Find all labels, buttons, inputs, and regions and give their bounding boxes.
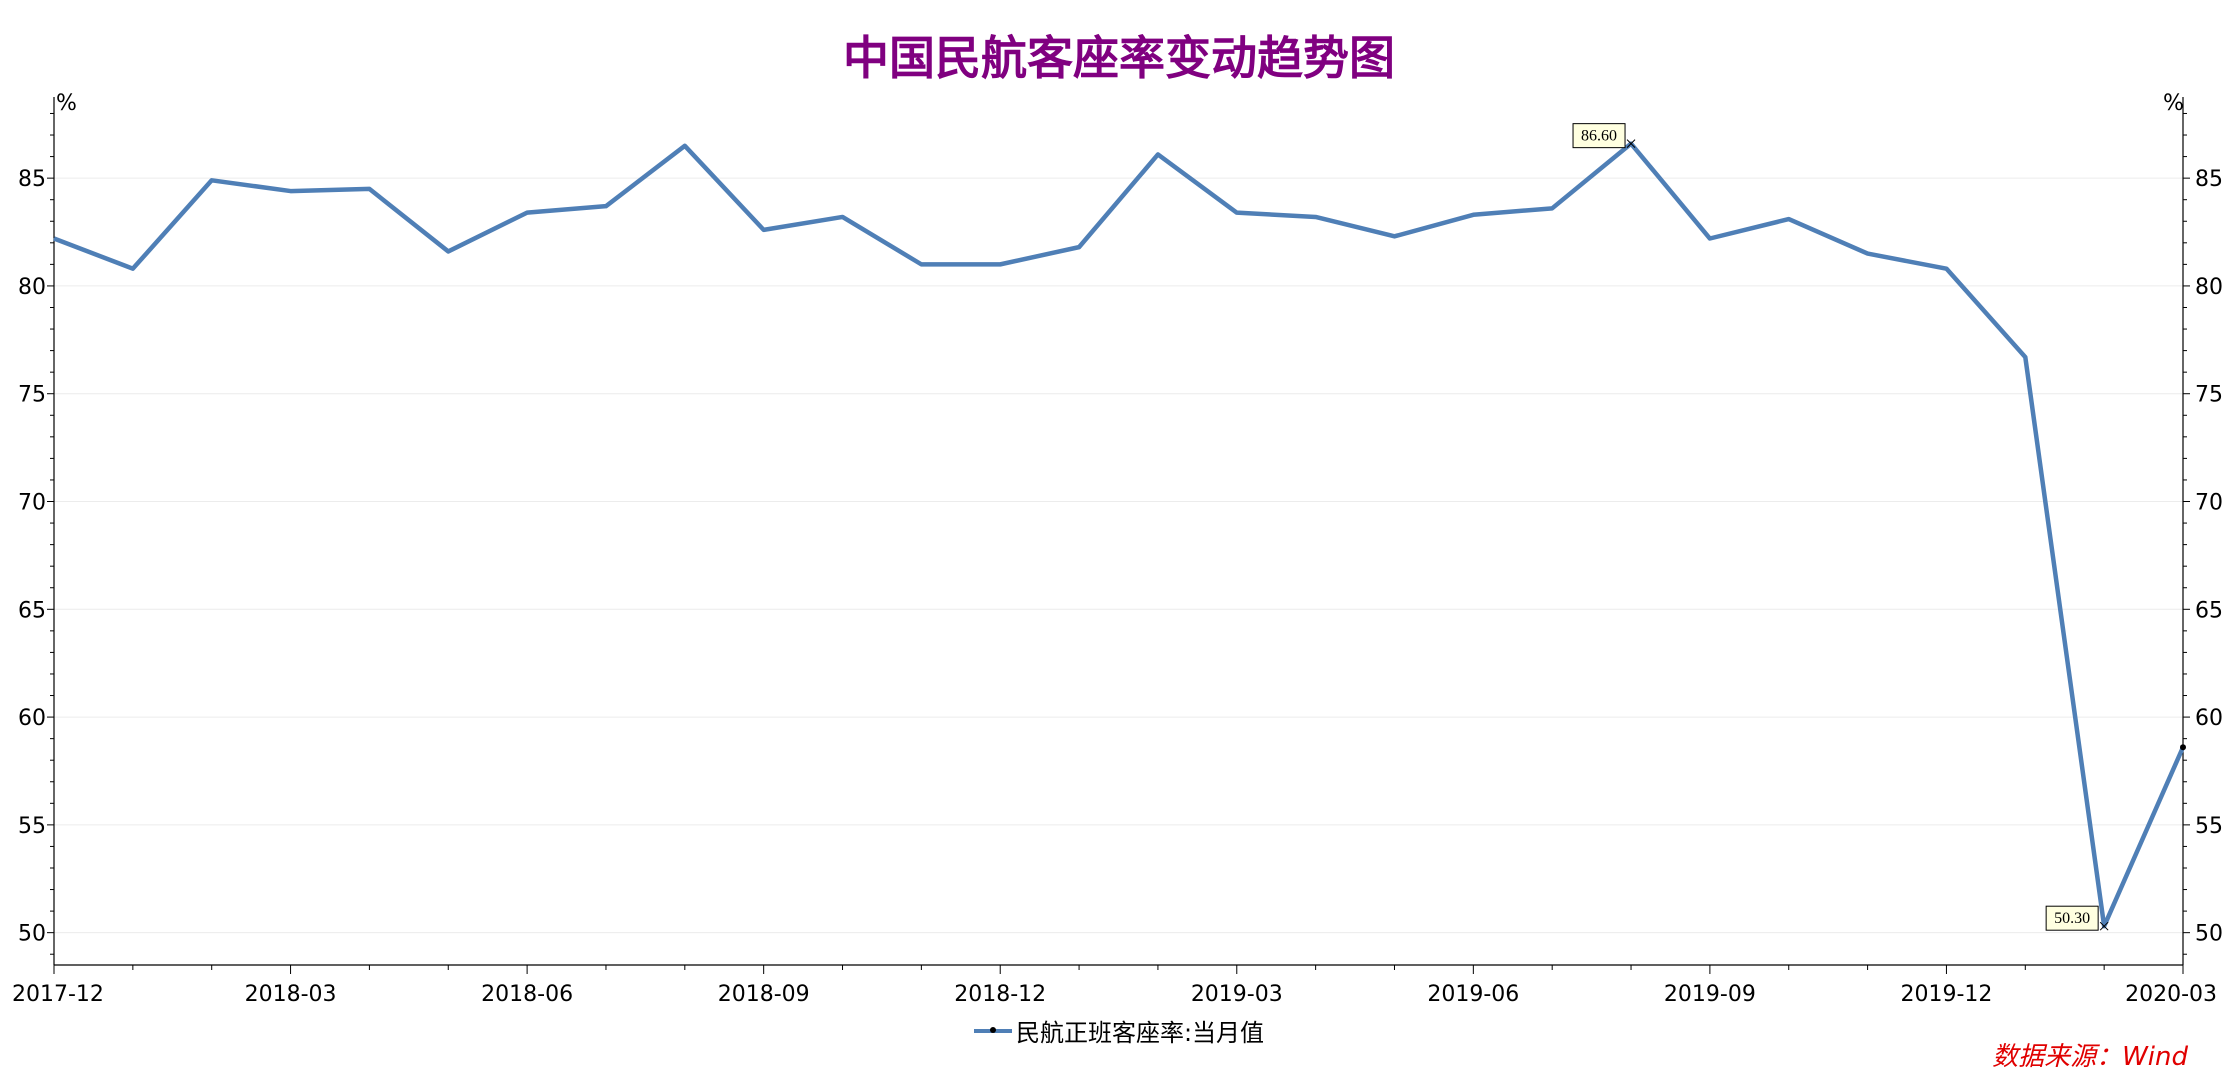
chart-title: 中国民航客座率变动趋势图 [843, 31, 1395, 85]
x-tick-label: 2018-12 [954, 982, 1046, 1007]
data-point [1078, 246, 1080, 248]
data-point [1709, 238, 1711, 240]
annotation-label: 50.30 [2054, 910, 2090, 927]
data-point [2024, 356, 2026, 358]
x-tick-label: 2019-12 [1900, 982, 1992, 1007]
data-point [605, 205, 607, 207]
y-unit-left: % [56, 91, 77, 116]
y-tick-label-left: 80 [18, 275, 46, 300]
y-tick-label-left: 55 [18, 814, 46, 839]
x-tick-label: 2020-03 [2125, 982, 2217, 1007]
data-point [1236, 212, 1238, 214]
series-line [53, 141, 2186, 929]
y-tick-label-right: 70 [2195, 491, 2223, 516]
data-point [132, 268, 134, 270]
data-point [1472, 214, 1474, 216]
y-tick-label-right: 80 [2195, 275, 2223, 300]
annotation-marker [1626, 139, 1636, 149]
y-tick-label-right: 55 [2195, 814, 2223, 839]
data-point [53, 238, 55, 240]
data-point [763, 229, 765, 231]
ticks: 50 50 55 55 60 60 65 65 70 70 75 75 80 80 85 85 2017-12 2… [12, 112, 2223, 1007]
y-tick-label-right: 50 [2195, 922, 2223, 947]
data-point [842, 216, 844, 218]
source-note: 数据来源：Wind [1992, 1042, 2188, 1072]
x-tick-label: 2019-09 [1664, 982, 1756, 1007]
y-tick-label-right: 60 [2195, 706, 2223, 731]
y-tick-label-left: 65 [18, 598, 46, 623]
y-tick-label-right: 75 [2195, 383, 2223, 408]
data-point [920, 263, 922, 265]
data-point [1867, 253, 1869, 255]
grid-lines [54, 177, 2183, 934]
data-point [684, 145, 686, 147]
annotations: 86.60 50.30 [1572, 123, 2109, 931]
data-point [1945, 268, 1947, 270]
series-group [53, 141, 2186, 929]
x-tick-label: 2018-03 [245, 982, 337, 1007]
annotation-box [1572, 123, 1626, 149]
x-tick-label: 2019-03 [1191, 982, 1283, 1007]
x-tick-label: 2018-06 [481, 982, 573, 1007]
end-marker [2180, 744, 2186, 751]
legend-label: 民航正班客座率:当月值 [1015, 1019, 1265, 1047]
y-tick-label-left: 85 [18, 167, 46, 192]
y-tick-label-left: 50 [18, 922, 46, 947]
x-tick-label: 2019-06 [1427, 982, 1519, 1007]
legend-swatch [973, 1026, 1012, 1033]
y-unit-right: % [2163, 91, 2184, 116]
data-point [290, 190, 292, 192]
annotation-label: 86.60 [1581, 128, 1617, 145]
data-point [1157, 153, 1159, 155]
y-tick-label-left: 75 [18, 383, 46, 408]
data-point [1551, 207, 1553, 209]
y-tick-label-left: 60 [18, 706, 46, 731]
annotation-box [2045, 905, 2099, 931]
data-point [1315, 216, 1317, 218]
x-tick-label: 2018-09 [718, 982, 810, 1007]
data-point [526, 212, 528, 214]
annotation-marker [2099, 921, 2109, 931]
data-point [211, 179, 213, 181]
data-point [447, 250, 449, 252]
data-point [999, 263, 1001, 265]
y-tick-label-left: 70 [18, 491, 46, 516]
data-point [368, 188, 370, 190]
axes [53, 97, 2184, 966]
legend: 民航正班客座率:当月值 [0, 1013, 2238, 1048]
x-tick-label: 2017-12 [12, 982, 104, 1007]
data-point [1393, 235, 1395, 237]
y-tick-label-right: 85 [2195, 167, 2223, 192]
data-point [1788, 218, 1790, 220]
y-tick-label-right: 65 [2195, 598, 2223, 623]
